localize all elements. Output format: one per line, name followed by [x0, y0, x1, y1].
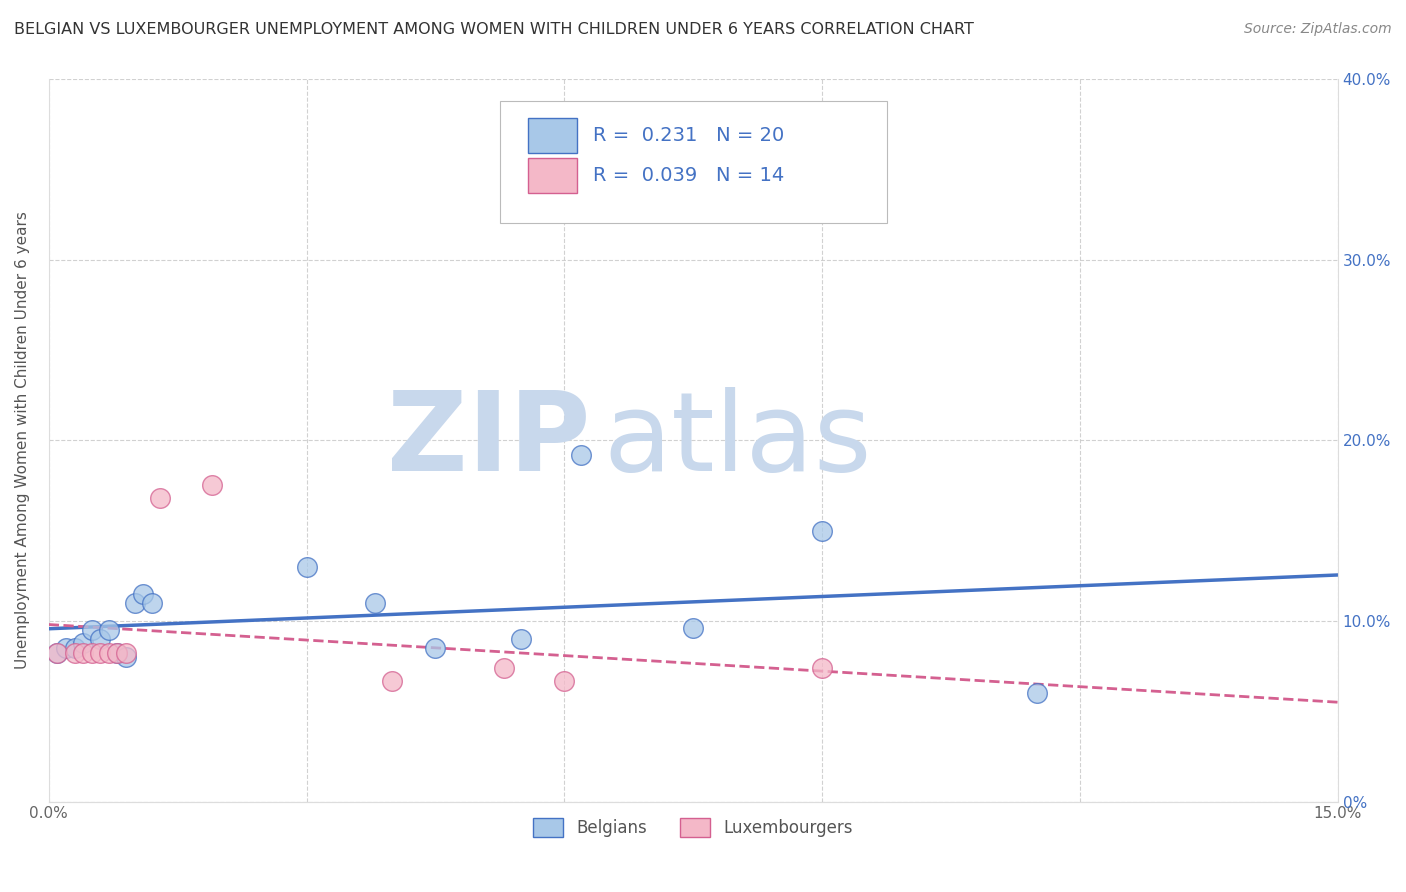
- Point: [494, 661, 516, 675]
- Point: [89, 632, 111, 646]
- Bar: [529, 159, 578, 194]
- Point: [381, 673, 404, 688]
- Point: [811, 661, 834, 675]
- Point: [425, 640, 447, 655]
- Text: Source: ZipAtlas.com: Source: ZipAtlas.com: [1244, 22, 1392, 37]
- Text: R =  0.231   N = 20: R = 0.231 N = 20: [593, 126, 785, 145]
- Point: [149, 491, 172, 505]
- Text: BELGIAN VS LUXEMBOURGER UNEMPLOYMENT AMONG WOMEN WITH CHILDREN UNDER 6 YEARS COR: BELGIAN VS LUXEMBOURGER UNEMPLOYMENT AMO…: [14, 22, 974, 37]
- Bar: [529, 118, 578, 153]
- Point: [55, 640, 77, 655]
- Text: ZIP: ZIP: [387, 387, 591, 494]
- Point: [571, 448, 593, 462]
- Point: [141, 596, 163, 610]
- Point: [811, 524, 834, 538]
- Point: [89, 647, 111, 661]
- Point: [97, 623, 120, 637]
- Point: [295, 559, 318, 574]
- Point: [107, 647, 129, 661]
- Point: [80, 647, 103, 661]
- Point: [115, 647, 138, 661]
- Point: [510, 632, 533, 646]
- Point: [132, 587, 155, 601]
- Point: [682, 621, 704, 635]
- Point: [63, 640, 86, 655]
- Point: [97, 647, 120, 661]
- Point: [46, 647, 69, 661]
- Text: R =  0.039   N = 14: R = 0.039 N = 14: [593, 166, 785, 185]
- Point: [553, 673, 575, 688]
- Y-axis label: Unemployment Among Women with Children Under 6 years: Unemployment Among Women with Children U…: [15, 211, 30, 669]
- Point: [72, 647, 94, 661]
- Point: [1025, 686, 1047, 700]
- FancyBboxPatch shape: [501, 101, 887, 224]
- Point: [124, 596, 146, 610]
- Point: [63, 647, 86, 661]
- Legend: Belgians, Luxembourgers: Belgians, Luxembourgers: [526, 811, 860, 844]
- Point: [364, 596, 387, 610]
- Point: [107, 647, 129, 661]
- Point: [72, 635, 94, 649]
- Point: [201, 478, 224, 492]
- Point: [80, 623, 103, 637]
- Point: [46, 647, 69, 661]
- Text: atlas: atlas: [603, 387, 872, 494]
- Point: [115, 650, 138, 665]
